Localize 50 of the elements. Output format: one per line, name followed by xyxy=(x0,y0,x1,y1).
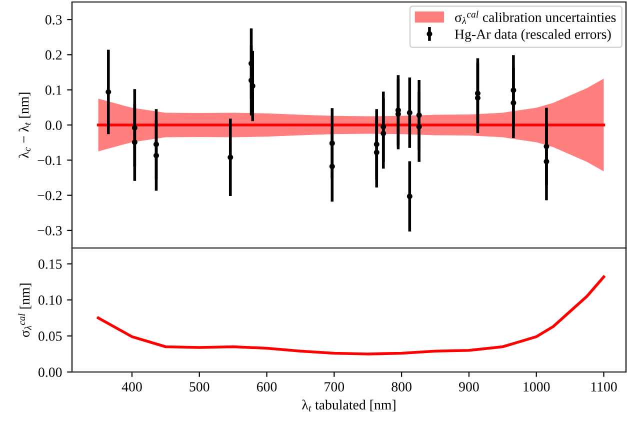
y-axis-title: σ$_{λ}$$^{cal}$ [nm] xyxy=(18,284,32,337)
point xyxy=(510,87,516,93)
y-tick-label: 0.2 xyxy=(45,50,62,60)
point xyxy=(510,100,516,106)
point xyxy=(416,112,422,118)
y-tick-label: 0.00 xyxy=(38,368,62,378)
y-tick-label: −0.3 xyxy=(38,226,62,236)
point xyxy=(416,124,422,130)
x-axis-title: λ$_{t}$ tabulated [nm] xyxy=(302,400,396,412)
point xyxy=(474,95,481,101)
point xyxy=(329,140,335,146)
point xyxy=(106,89,112,95)
x-tick-label: 900 xyxy=(458,382,479,392)
point xyxy=(228,154,234,160)
point xyxy=(544,144,550,150)
legend-label: σ$_{λ}$$^{cal}$ calibration uncertainties xyxy=(455,10,616,24)
y-tick-label: 0.05 xyxy=(38,332,62,341)
y-tick-label: 0.0 xyxy=(45,120,62,130)
line-series xyxy=(96,275,606,356)
y-axis-title: λ$_{c}$ − λ$_{t}$ [nm] xyxy=(18,92,30,158)
point xyxy=(329,164,335,170)
point xyxy=(374,150,380,156)
x-tick-label: 500 xyxy=(190,382,210,392)
point xyxy=(474,90,481,96)
x-tick-label: 1100 xyxy=(591,382,617,392)
x-tick-label: 600 xyxy=(256,382,277,392)
point xyxy=(380,124,386,130)
x-tick-label: 1000 xyxy=(524,382,550,392)
legend-label: Hg-Ar data (rescaled errors) xyxy=(454,29,611,42)
point xyxy=(544,158,550,164)
point xyxy=(248,78,254,84)
point xyxy=(380,130,386,136)
point xyxy=(132,125,138,131)
y-tick-label: −0.2 xyxy=(38,190,62,200)
point xyxy=(406,194,412,200)
point xyxy=(132,139,138,145)
x-tick-label: 400 xyxy=(122,382,142,392)
point xyxy=(406,110,412,116)
y-tick-label: −0.1 xyxy=(38,156,62,166)
y-tick-label: 0.1 xyxy=(45,85,62,95)
y-tick-label: 0.15 xyxy=(38,259,62,269)
point xyxy=(153,152,160,158)
point xyxy=(153,142,160,148)
point xyxy=(248,60,254,66)
y-tick-label: 0.10 xyxy=(38,295,62,305)
point xyxy=(250,83,256,89)
y-tick-label: 0.3 xyxy=(45,15,62,25)
point xyxy=(374,142,380,148)
x-tick-label: 800 xyxy=(392,382,412,392)
x-tick-label: 700 xyxy=(324,382,344,392)
